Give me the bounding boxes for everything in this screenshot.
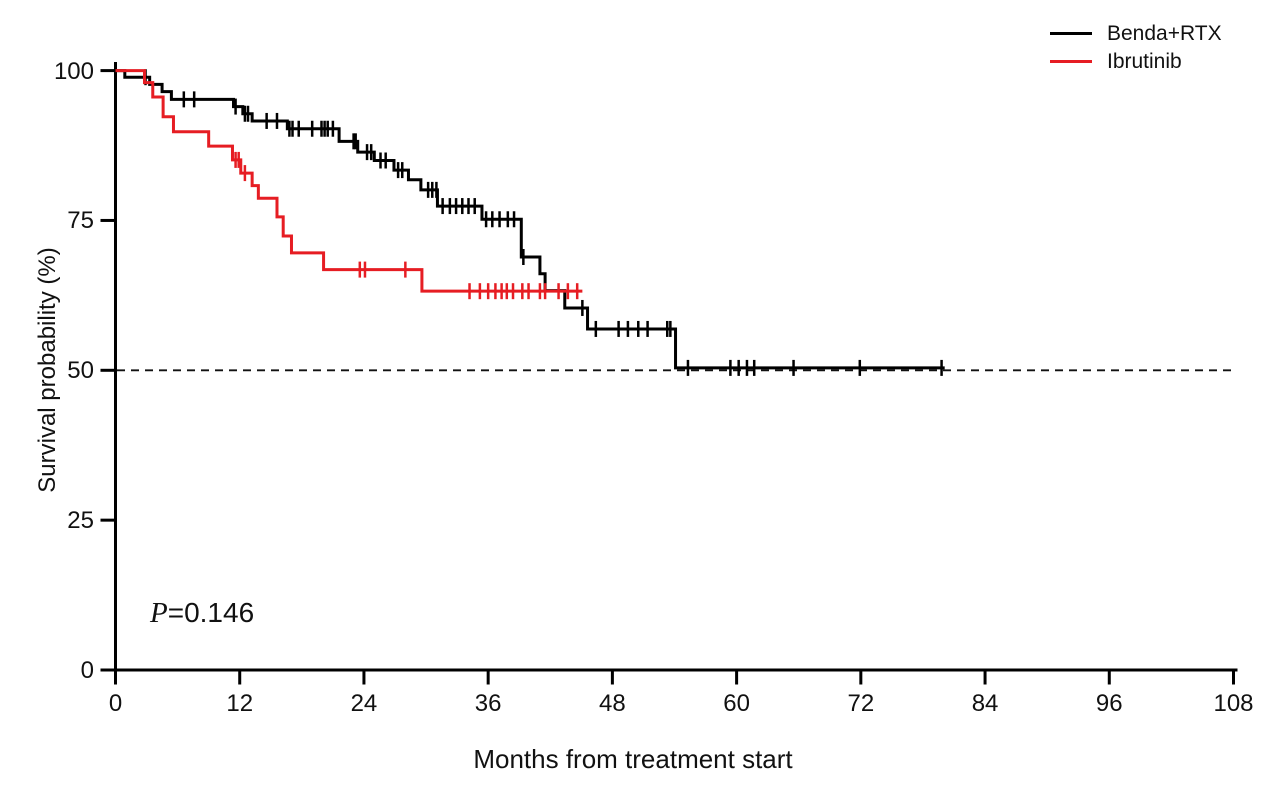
x-tick-label: 48 [599, 690, 626, 717]
y-tick-label: 50 [67, 357, 94, 385]
y-tick-label: 0 [80, 657, 94, 684]
x-tick-label: 84 [971, 690, 999, 717]
legend-item-ibrutinib: Ibrutinib [1050, 47, 1222, 75]
x-tick-label: 12 [226, 690, 254, 717]
p-value-symbol: P [150, 597, 168, 629]
survival-curve-benda-rtx [115, 69, 945, 370]
survival-curve-ibrutinib [115, 69, 583, 293]
legend-item-benda-rtx: Benda+RTX [1050, 19, 1222, 47]
legend: Benda+RTX Ibrutinib [1050, 19, 1222, 75]
x-tick-label: 96 [1095, 690, 1123, 717]
ibrutinib-line-swatch [1050, 59, 1092, 63]
legend-label-benda-rtx: Benda+RTX [1107, 21, 1222, 45]
x-tick-label: 60 [723, 690, 750, 717]
x-tick-label: 36 [474, 690, 502, 717]
x-tick-label: 108 [1213, 690, 1254, 717]
x-tick-label: 0 [108, 690, 123, 717]
x-tick-label: 72 [847, 690, 875, 717]
x-tick-label: 24 [350, 690, 378, 717]
p-value-annotation: P=0.146 [150, 597, 254, 630]
y-tick-label: 25 [67, 507, 94, 535]
y-tick-label: 100 [53, 57, 94, 85]
benda-rtx-line-swatch [1050, 31, 1092, 35]
y-tick-label: 75 [67, 207, 94, 235]
x-axis-title: Months from treatment start [473, 744, 793, 774]
legend-label-ibrutinib: Ibrutinib [1107, 49, 1182, 73]
p-value-text: =0.146 [167, 597, 255, 628]
